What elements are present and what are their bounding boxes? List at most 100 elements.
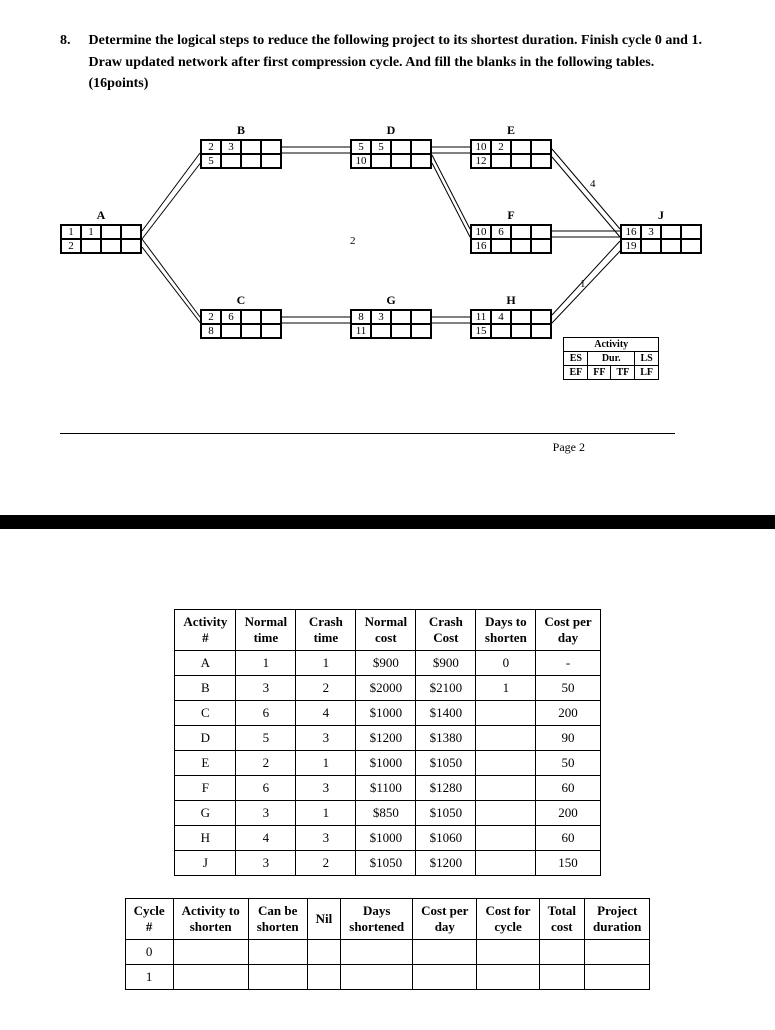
node-cell	[241, 140, 261, 154]
question-block: 8. Determine the logical steps to reduce…	[60, 30, 715, 95]
node-grid: 16319	[620, 224, 702, 254]
node-cell	[241, 310, 261, 324]
node-cell: 2	[201, 140, 221, 154]
activity-cell: 1	[296, 651, 356, 676]
activity-header: Days toshorten	[476, 610, 536, 651]
activity-cell: G	[175, 801, 236, 826]
cycle-cell	[539, 965, 584, 990]
cycle-header: Totalcost	[539, 899, 584, 940]
activity-cell: $1100	[356, 776, 416, 801]
node-cell	[261, 154, 281, 168]
cycle-cell	[341, 965, 413, 990]
table-row: E21$1000$105050	[175, 751, 600, 776]
node-grid: 8311	[350, 309, 432, 339]
q-line1: Determine the logical steps to reduce th…	[89, 33, 702, 48]
activity-cell	[476, 801, 536, 826]
cycle-cell	[248, 940, 307, 965]
activity-cell: E	[175, 751, 236, 776]
page-divider	[0, 515, 775, 529]
node-cell: 16	[471, 239, 491, 253]
node-cell	[531, 140, 551, 154]
activity-cell: 1	[296, 801, 356, 826]
node-cell: 5	[371, 140, 391, 154]
activity-cell	[476, 826, 536, 851]
activity-cell: 200	[536, 701, 600, 726]
cycle-cell	[248, 965, 307, 990]
question-text: Determine the logical steps to reduce th…	[89, 30, 716, 95]
node-cell: 3	[641, 225, 661, 239]
node-label: H	[470, 293, 552, 308]
node-cell	[531, 154, 551, 168]
node-cell: 11	[471, 310, 491, 324]
cycle-header: Cycle#	[125, 899, 173, 940]
node-cell	[221, 154, 241, 168]
table-row: F63$1100$128060	[175, 776, 600, 801]
node-J: J16319	[620, 208, 702, 254]
network-diagram: A112B235C268D5510G8311E10212F10616H11415…	[50, 113, 705, 373]
activity-cell	[476, 726, 536, 751]
activity-cell: C	[175, 701, 236, 726]
activity-cell: $1000	[356, 826, 416, 851]
cycle-cell: 1	[125, 965, 173, 990]
node-cell	[81, 239, 101, 253]
activity-cell: 4	[236, 826, 296, 851]
table-row: J32$1050$1200150	[175, 851, 600, 876]
cycle-cell	[413, 965, 477, 990]
node-cell	[371, 154, 391, 168]
node-label: A	[60, 208, 142, 223]
node-A: A112	[60, 208, 142, 254]
node-cell	[511, 239, 531, 253]
activity-cell: $1060	[416, 826, 476, 851]
node-label: J	[620, 208, 702, 223]
activity-cell: $1400	[416, 701, 476, 726]
activity-cell: 3	[296, 826, 356, 851]
activity-cell: $1050	[356, 851, 416, 876]
node-cell: 10	[471, 140, 491, 154]
node-cell	[121, 239, 141, 253]
activity-cell: $900	[416, 651, 476, 676]
node-cell	[101, 239, 121, 253]
node-D: D5510	[350, 123, 432, 169]
node-cell: 6	[221, 310, 241, 324]
node-grid: 10212	[470, 139, 552, 169]
node-label: E	[470, 123, 552, 138]
activity-table: Activity#NormaltimeCrashtimeNormalcostCr…	[174, 609, 600, 876]
activity-cell: $1000	[356, 751, 416, 776]
legend-ff: FF	[588, 366, 611, 380]
node-cell: 3	[371, 310, 391, 324]
activity-cell: 2	[296, 851, 356, 876]
node-label: C	[200, 293, 282, 308]
node-B: B235	[200, 123, 282, 169]
table-row: H43$1000$106060	[175, 826, 600, 851]
activity-cell: 50	[536, 751, 600, 776]
activity-cell: F	[175, 776, 236, 801]
node-cell	[391, 154, 411, 168]
activity-cell: 6	[236, 701, 296, 726]
node-cell: 5	[201, 154, 221, 168]
node-cell	[511, 140, 531, 154]
node-cell: 10	[351, 154, 371, 168]
node-cell: 19	[621, 239, 641, 253]
cycle-cell	[307, 965, 341, 990]
table-row: A11$900$9000-	[175, 651, 600, 676]
activity-cell: D	[175, 726, 236, 751]
node-grid: 235	[200, 139, 282, 169]
node-cell: 6	[491, 225, 511, 239]
activity-cell: 1	[236, 651, 296, 676]
node-cell	[681, 225, 701, 239]
node-label: B	[200, 123, 282, 138]
node-cell	[371, 324, 391, 338]
node-cell	[511, 310, 531, 324]
legend-lf: LF	[635, 366, 659, 380]
legend-table: Activity ES Dur. LS EF FF TF LF	[563, 337, 659, 380]
activity-cell: $1200	[416, 851, 476, 876]
node-grid: 11415	[470, 309, 552, 339]
node-cell	[491, 154, 511, 168]
cycle-cell	[585, 940, 650, 965]
node-cell	[641, 239, 661, 253]
legend-ls: LS	[635, 352, 659, 366]
activity-cell: 150	[536, 851, 600, 876]
legend-tf: TF	[611, 366, 635, 380]
node-cell	[511, 324, 531, 338]
table-row: 0	[125, 940, 650, 965]
